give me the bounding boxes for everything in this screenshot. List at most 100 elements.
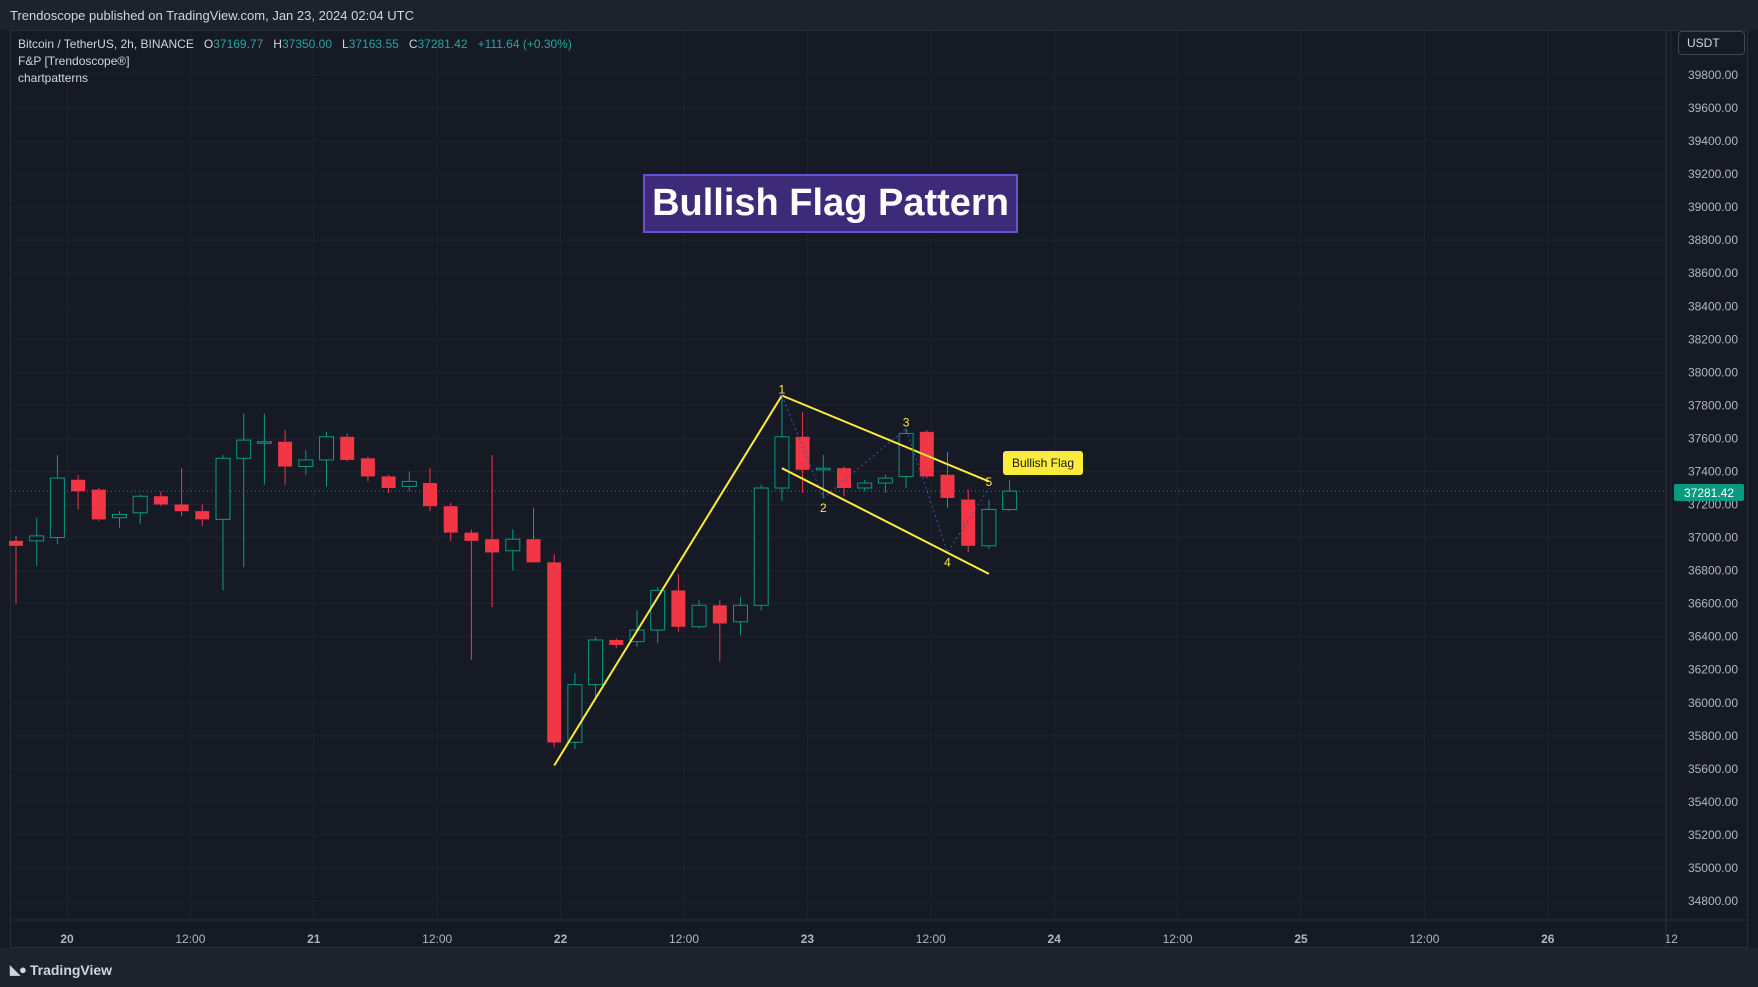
candle-body-down: [547, 562, 562, 743]
y-tick-label: 38800.00: [1688, 233, 1738, 247]
open-label: O: [203, 37, 214, 51]
y-tick-label: 39400.00: [1688, 134, 1738, 148]
pivot-label: 3: [903, 416, 910, 430]
candle-body-up: [236, 439, 252, 459]
candle-body-down: [485, 539, 500, 553]
low-value: 37163.55: [348, 37, 399, 51]
flag-pole-line: [553, 394, 783, 767]
candle-body-down: [153, 496, 168, 505]
candle-body-up: [898, 432, 914, 477]
candle-body-down: [381, 476, 396, 488]
indicator-2[interactable]: chartpatterns: [18, 71, 89, 85]
candle-body-down: [464, 532, 479, 541]
y-tick-label: 37400.00: [1688, 464, 1738, 478]
candle-body-down: [278, 441, 293, 467]
y-tick-label: 39200.00: [1688, 167, 1738, 181]
y-tick-label: 35800.00: [1688, 729, 1738, 743]
candle-body-down: [609, 639, 624, 645]
y-tick-label: 36600.00: [1688, 597, 1738, 611]
candle-body-up: [877, 477, 893, 484]
candle-body-down: [795, 436, 810, 470]
pattern-label: Bullish Flag: [1003, 451, 1084, 475]
x-tick-label: 24: [1048, 932, 1062, 946]
legend: Bitcoin / TetherUS, 2h, BINANCE O37169.7…: [18, 36, 572, 87]
top-bar: Trendoscope published on TradingView.com…: [0, 0, 1758, 30]
x-tick-label: 12:00: [422, 932, 452, 946]
symbol-name[interactable]: Bitcoin / TetherUS, 2h, BINANCE: [18, 37, 194, 51]
y-tick-label: 38400.00: [1688, 299, 1738, 313]
candle-body-up: [588, 639, 604, 686]
candle-body-up: [401, 480, 417, 487]
y-tick-label: 35000.00: [1688, 861, 1738, 875]
candle-body-down: [837, 468, 851, 488]
candle-body-up: [981, 508, 997, 547]
indicator-1[interactable]: F&P [Trendoscope®]: [18, 54, 130, 68]
flag-lower-line: [781, 467, 990, 575]
candle-body-down: [340, 436, 355, 460]
x-tick-label: 25: [1294, 932, 1308, 946]
close-label: C: [408, 37, 418, 51]
y-tick-label: 34800.00: [1688, 894, 1738, 908]
change-value: +111.64 (+0.30%): [477, 37, 572, 51]
chart-frame: [10, 30, 1748, 948]
y-tick-label: 35200.00: [1688, 828, 1738, 842]
pivot-label: 2: [820, 501, 827, 515]
candle-body-up: [857, 482, 873, 489]
y-tick-label: 36000.00: [1688, 696, 1738, 710]
candle-body-up: [49, 477, 65, 539]
y-tick-label: 37200.00: [1688, 498, 1738, 512]
x-tick-label: 21: [307, 932, 321, 946]
y-tick-label: 36200.00: [1688, 663, 1738, 677]
bottom-bar: [0, 948, 1758, 987]
high-value: 37350.00: [281, 37, 333, 51]
pivot-label: 1: [779, 382, 786, 396]
candle-body-down: [195, 511, 210, 520]
close-value: 37281.42: [417, 37, 468, 51]
open-value: 37169.77: [213, 37, 264, 51]
candle-body-up: [298, 459, 314, 468]
flag-upper-line: [781, 394, 990, 483]
x-tick-label: 23: [801, 932, 815, 946]
candle-body-up: [132, 495, 148, 514]
candle-body-up: [1002, 490, 1018, 510]
candle-body-up: [691, 604, 707, 628]
candle-body-down: [961, 499, 976, 546]
x-tick-label: 12:00: [1409, 932, 1439, 946]
y-tick-label: 37800.00: [1688, 398, 1738, 412]
candle-body-up: [733, 604, 748, 623]
tradingview-icon: ◣●: [10, 962, 27, 977]
candle-body-down: [423, 483, 437, 507]
candle-body-down: [9, 540, 23, 546]
publisher-line: Trendoscope published on TradingView.com…: [10, 8, 414, 23]
candle-body-down: [940, 474, 955, 498]
candle-body-up: [753, 487, 769, 606]
candle-body-down: [526, 539, 541, 563]
candle-body-down: [443, 506, 458, 533]
pivot-label: 5: [986, 475, 993, 489]
candle-body-up: [774, 436, 790, 489]
tradingview-logo[interactable]: ◣● TradingView: [10, 962, 112, 978]
x-tick-label: 12:00: [916, 932, 946, 946]
y-tick-label: 37600.00: [1688, 431, 1738, 445]
candle-body-up: [112, 513, 127, 519]
candle-body-down: [919, 431, 934, 477]
y-tick-label: 38200.00: [1688, 332, 1738, 346]
high-label: H: [273, 37, 282, 51]
candle-body-down: [71, 479, 86, 492]
y-tick-label: 36800.00: [1688, 564, 1738, 578]
y-tick-label: 39600.00: [1688, 101, 1738, 115]
y-tick-label: 39800.00: [1688, 68, 1738, 82]
candle-body-up: [215, 457, 231, 520]
x-tick-label: 12:00: [669, 932, 699, 946]
low-label: L: [342, 37, 349, 51]
pivot-label: 4: [944, 555, 951, 569]
x-tick-label: 12: [1665, 932, 1679, 946]
ohlc-row: Bitcoin / TetherUS, 2h, BINANCE O37169.7…: [18, 36, 572, 53]
y-tick-label: 37000.00: [1688, 531, 1738, 545]
current-price-label: 37281.42: [1674, 484, 1744, 501]
currency-button[interactable]: USDT: [1678, 31, 1745, 55]
candle-body-up: [29, 535, 45, 542]
candle-body-up: [815, 467, 831, 471]
y-tick-label: 38000.00: [1688, 365, 1738, 379]
